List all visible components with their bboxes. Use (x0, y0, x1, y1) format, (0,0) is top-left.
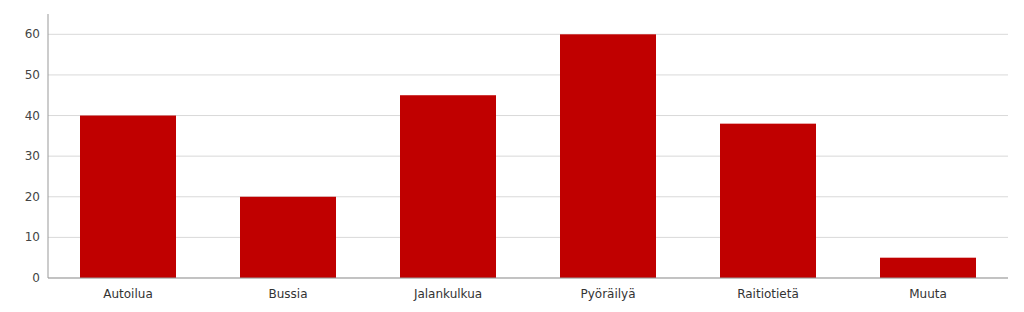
grid-line (48, 34, 1008, 35)
grid-line (48, 278, 1008, 279)
y-axis-line (48, 14, 49, 278)
grid (48, 34, 1008, 278)
x-tick-label: Bussia (268, 287, 307, 301)
bar (720, 124, 816, 278)
grid-line (48, 196, 1008, 197)
x-axis-line (48, 278, 1008, 279)
bar (80, 116, 176, 278)
y-tick-label: 30 (25, 149, 40, 163)
x-tick-label: Pyöräilyä (580, 287, 635, 301)
y-tick-label: 40 (25, 109, 40, 123)
chart-container: 0 10 20 30 40 50 60 Autoilua Bussia Jalankulkua Py… (0, 0, 1024, 312)
y-tick-label: 50 (25, 68, 40, 82)
grid-line (48, 237, 1008, 238)
bars (80, 34, 976, 278)
x-tick-label: Raitiotietä (737, 287, 799, 301)
y-tick-label: 0 (32, 271, 40, 285)
y-tick-label: 10 (25, 230, 40, 244)
x-ticks: Autoilua Bussia Jalankulkua Pyöräilyä Raitio… (103, 287, 947, 301)
grid-line (48, 115, 1008, 116)
grid-line (48, 156, 1008, 157)
bar (400, 95, 496, 278)
x-tick-label: Jalankulkua (413, 287, 482, 301)
y-tick-label: 20 (25, 190, 40, 204)
grid-line (48, 74, 1008, 75)
bar (880, 258, 976, 278)
x-tick-label: Muuta (909, 287, 947, 301)
chart-svg: 0 10 20 30 40 50 60 Autoilua Bussia Jalankulkua Py… (0, 0, 1024, 312)
bar (560, 34, 656, 278)
y-ticks: 0 10 20 30 40 50 60 (25, 27, 40, 285)
y-tick-label: 60 (25, 27, 40, 41)
x-tick-label: Autoilua (103, 287, 153, 301)
page: {"chart_data": {"type": "bar", "categori… (0, 0, 1024, 312)
bar (240, 197, 336, 278)
